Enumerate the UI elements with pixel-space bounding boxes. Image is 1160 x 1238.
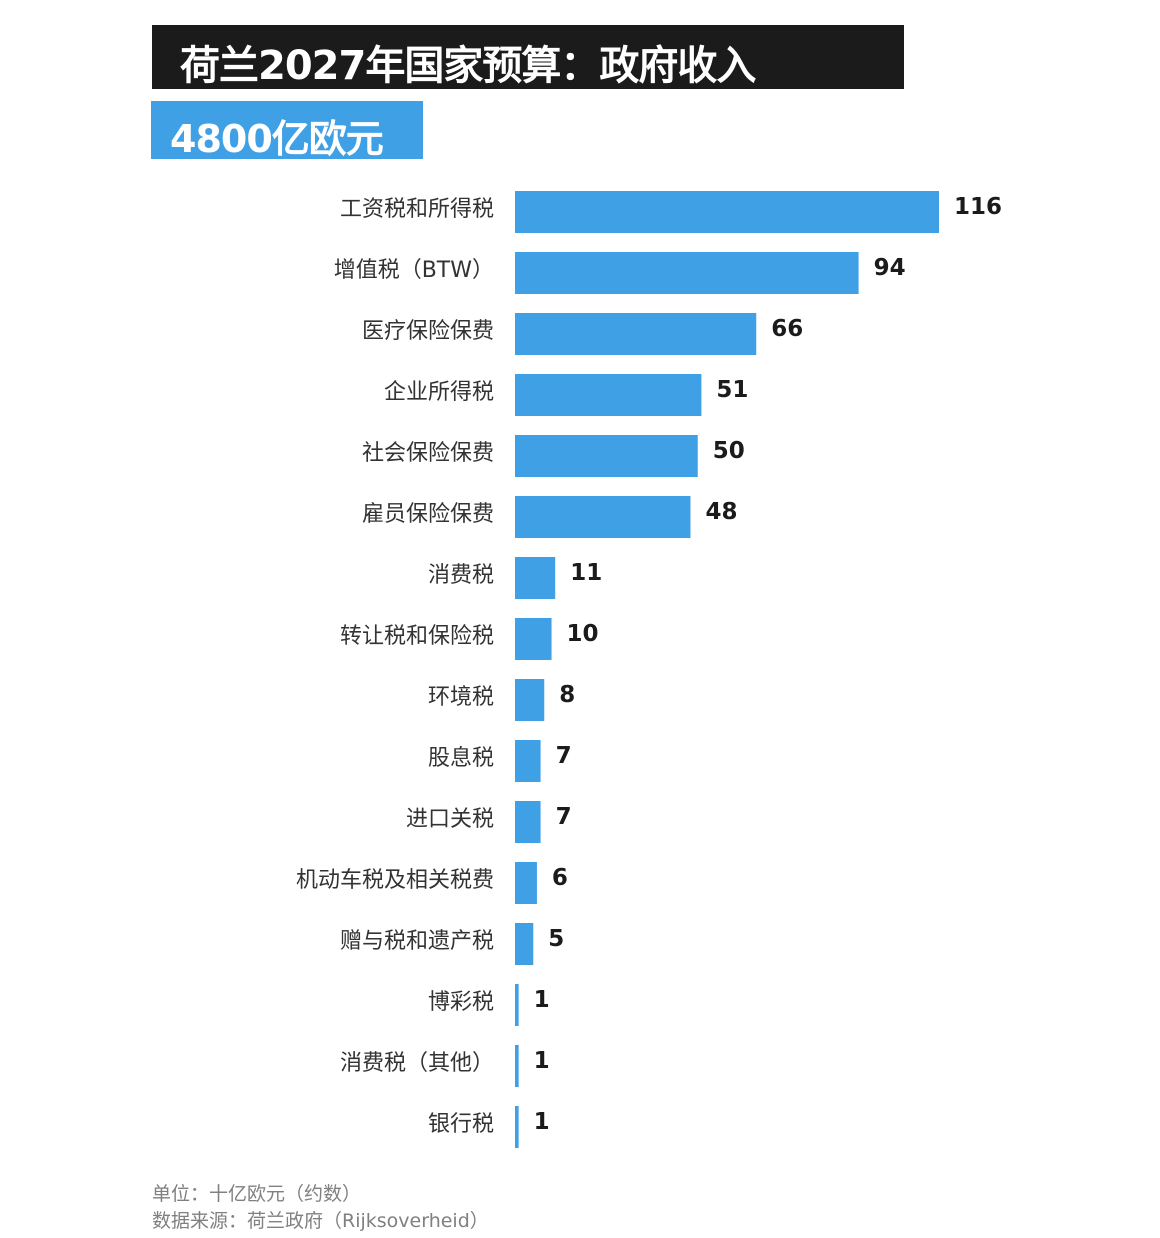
category-label-9: 股息税 [428, 746, 494, 771]
category-label-0: 工资税和所得税 [340, 197, 494, 222]
bar-8 [515, 679, 545, 721]
chart-subtitle: 4800亿欧元 [170, 117, 384, 159]
bar-6 [515, 557, 556, 599]
bar-13 [515, 984, 519, 1026]
bar-11 [515, 862, 537, 904]
value-label-14: 1 [534, 1048, 550, 1074]
category-label-2: 医疗保险保费 [362, 319, 494, 344]
category-label-15: 银行税 [428, 1112, 494, 1137]
value-label-7: 10 [567, 621, 599, 647]
category-label-12: 赠与税和遗产税 [340, 929, 494, 954]
source-note: 数据来源：荷兰政府（Rijksoverheid） [152, 1210, 489, 1232]
bar-0 [515, 191, 939, 233]
category-label-5: 雇员保险保费 [362, 502, 494, 527]
value-label-12: 5 [548, 926, 564, 952]
category-label-13: 博彩税 [428, 990, 494, 1015]
value-label-6: 11 [570, 560, 602, 586]
value-label-3: 51 [716, 377, 748, 403]
value-label-13: 1 [534, 987, 550, 1013]
value-label-5: 48 [705, 499, 737, 525]
bar-15 [515, 1106, 519, 1148]
bar-10 [515, 801, 541, 843]
unit-note: 单位：十亿欧元（约数） [152, 1183, 362, 1205]
category-label-6: 消费税 [428, 563, 494, 588]
bar-4 [515, 435, 698, 477]
category-label-3: 企业所得税 [384, 380, 494, 405]
category-label-11: 机动车税及相关税费 [296, 868, 494, 893]
category-label-8: 环境税 [428, 685, 494, 710]
bar-3 [515, 374, 702, 416]
category-label-7: 转让税和保险税 [340, 624, 494, 649]
bar-7 [515, 618, 552, 660]
category-label-4: 社会保险保费 [362, 441, 494, 466]
value-label-4: 50 [713, 438, 745, 464]
value-label-8: 8 [559, 682, 575, 708]
bar-9 [515, 740, 541, 782]
value-label-9: 7 [556, 743, 572, 769]
chart-subtitle-banner: 4800亿欧元 [151, 101, 423, 159]
category-label-1: 增值税（BTW） [334, 258, 494, 283]
bar-2 [515, 313, 757, 355]
bar-5 [515, 496, 691, 538]
chart-title: 荷兰2027年国家预算：政府收入 [180, 43, 756, 89]
value-label-15: 1 [534, 1109, 550, 1135]
bar-14 [515, 1045, 519, 1087]
category-label-14: 消费税（其他） [340, 1051, 494, 1076]
value-label-11: 6 [552, 865, 568, 891]
value-label-1: 94 [874, 255, 906, 281]
value-label-0: 116 [954, 194, 1002, 220]
bar-1 [515, 252, 859, 294]
value-label-2: 66 [771, 316, 803, 342]
chart-title-banner: 荷兰2027年国家预算：政府收入 [152, 25, 904, 89]
value-label-10: 7 [556, 804, 572, 830]
bar-12 [515, 923, 534, 965]
category-label-10: 进口关税 [406, 807, 494, 832]
